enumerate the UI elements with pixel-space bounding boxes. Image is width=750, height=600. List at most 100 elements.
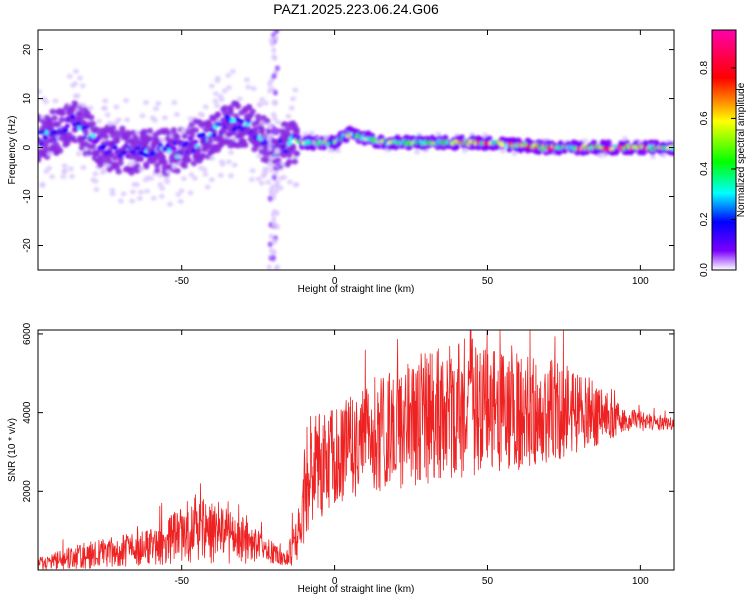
spectrogram-cell <box>92 178 99 184</box>
spectrogram-cell <box>225 72 232 78</box>
figure-title: PAZ1.2025.223.06.24.G06 <box>273 1 439 17</box>
spectrogram-cell <box>335 148 342 154</box>
spectrogram-cell <box>224 114 230 119</box>
spectrogram-panel: -50 0 50 100 -20 -10 0 10 20 Height of straight… <box>7 29 675 295</box>
spectrogram-cell <box>321 144 328 151</box>
spectrogram-cell <box>138 166 145 172</box>
spectrogram-cell <box>229 68 236 74</box>
spectrogram-cell <box>120 191 127 197</box>
spectrogram-cell <box>245 103 253 110</box>
spectrogram-cell <box>286 179 293 185</box>
spectrogram-cell <box>234 103 242 110</box>
spectrogram-cell <box>214 111 221 118</box>
spectrogram-cell <box>192 127 199 134</box>
spectrogram-cell <box>274 147 280 154</box>
snr-y-ticks: 2000 4000 6000 <box>22 322 674 502</box>
spectrogram-cell <box>217 172 224 178</box>
snr-y-tick-label: 2000 <box>22 480 33 503</box>
colorbar-gradient <box>711 29 737 271</box>
spectrogram-cell <box>38 89 42 95</box>
spectrogram-cell <box>88 114 95 121</box>
spectrogram-cell <box>93 126 100 133</box>
spectrogram-cell <box>163 127 170 134</box>
spectrogram-cell <box>267 160 273 167</box>
spectrogram-cell <box>112 145 118 150</box>
colorbar-tick-label: 0.6 <box>699 111 710 125</box>
spectrogram-cell <box>245 84 252 90</box>
spectrogram-cell <box>218 97 225 103</box>
spectrogram-cell <box>113 104 120 110</box>
spectrogram-cell <box>221 104 229 111</box>
spectrogram-cell <box>280 152 288 159</box>
spectrogram-cell <box>266 264 272 270</box>
spectrogram-cell <box>249 108 256 115</box>
spectrogram-cell <box>143 163 150 170</box>
snr-series-line <box>38 330 674 570</box>
spectrogram-cell <box>113 129 121 136</box>
spectrogram-cell <box>109 187 116 193</box>
spectrogram-cell <box>137 189 144 195</box>
spectrogram-cell <box>129 189 136 195</box>
spectrogram-cell <box>271 73 277 80</box>
spectrogram-cell <box>309 144 317 151</box>
colorbar-tick-label: 0.8 <box>699 61 710 75</box>
spectrogram-cell <box>258 128 266 135</box>
spectrogram-cell <box>61 163 68 169</box>
spectrogram-cell <box>227 107 234 114</box>
spectrogram-cell <box>214 103 221 109</box>
spectrogram-cell <box>263 166 270 172</box>
spectrogram-cell <box>109 191 116 197</box>
spectrogram-cell <box>141 128 148 135</box>
snr-x-tick-label: -50 <box>174 576 189 587</box>
spectrogram-cell <box>267 145 273 152</box>
spectrogram-cell <box>208 177 215 183</box>
spectrogram-cell <box>275 264 281 270</box>
spectrogram-cell <box>62 127 69 133</box>
spectrogram-cell <box>458 134 465 141</box>
spectrogram-cell <box>308 130 315 136</box>
snr-x-tick-label: 0 <box>332 576 338 587</box>
spectrogram-cell <box>605 139 612 146</box>
spectrogram-cell <box>107 120 114 126</box>
spectrogram-cell <box>60 174 67 180</box>
spectrogram-cell <box>154 167 161 174</box>
snr-x-label: Height of straight line (km) <box>298 584 415 595</box>
spectrogram-cells <box>38 30 674 270</box>
spectrogram-cell <box>289 143 297 150</box>
spectrogram-y-tick-label: -10 <box>22 189 33 204</box>
spectrogram-cell <box>111 154 119 161</box>
spectrogram-cell <box>649 149 656 156</box>
spectrogram-cell <box>270 184 276 191</box>
spectrogram-cell <box>159 186 166 192</box>
spectrogram-cell <box>181 133 188 140</box>
spectrogram-cell <box>158 193 165 199</box>
spectrogram-cell <box>280 174 287 180</box>
spectrogram-cell <box>271 221 277 228</box>
spectrogram-cell <box>161 115 168 121</box>
spectrogram-cell <box>188 132 196 139</box>
spectrogram-cell <box>273 99 279 106</box>
spectrogram-cell <box>239 119 245 124</box>
spectrogram-x-tick-label: 50 <box>482 276 494 287</box>
spectrogram-cell <box>52 98 59 104</box>
snr-x-tick-label: 100 <box>632 576 649 587</box>
spectrogram-cell <box>259 97 266 103</box>
spectrogram-cell <box>180 127 187 133</box>
spectrogram-cell <box>208 83 215 89</box>
spectrogram-cell <box>271 54 277 61</box>
spectrogram-cell <box>220 128 227 135</box>
colorbar-label: Normalized spectral amplitude <box>736 82 747 217</box>
spectrogram-cell <box>286 158 293 165</box>
spectrogram-cell <box>267 87 273 94</box>
spectrogram-x-tick-label: -50 <box>174 276 189 287</box>
spectrogram-cell <box>268 233 274 240</box>
spectrogram-cell <box>660 152 667 158</box>
spectrogram-cell <box>254 113 262 120</box>
spectrogram-cell <box>248 177 255 183</box>
spectrogram-cell <box>293 129 300 136</box>
snr-y-tick-label: 6000 <box>22 322 33 345</box>
spectrogram-cell <box>174 133 181 140</box>
spectrogram-cell <box>110 124 117 131</box>
spectrogram-cell <box>257 101 264 107</box>
